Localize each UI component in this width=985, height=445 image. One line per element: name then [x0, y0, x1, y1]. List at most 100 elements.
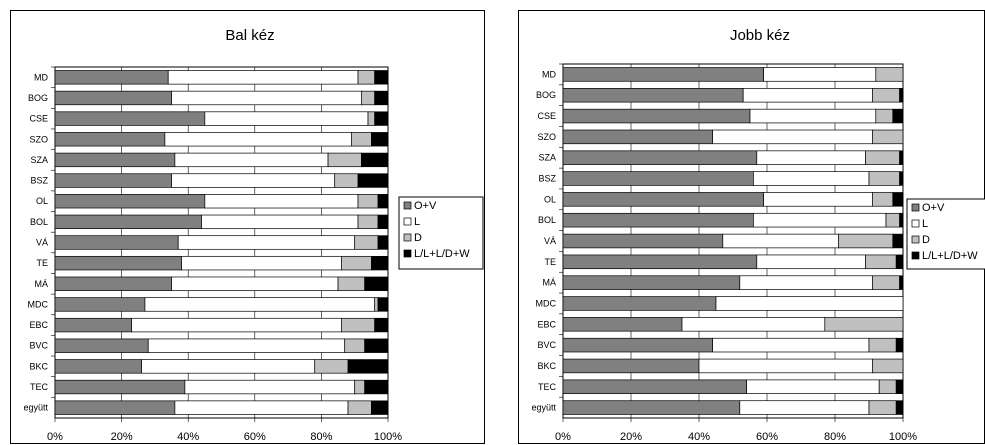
bar-bol-d — [357, 214, 379, 230]
bar-cse-d — [875, 108, 894, 124]
bar-sza-l-l-l-d-w — [361, 152, 389, 168]
bar-m-d — [872, 275, 900, 290]
bar-bvc-l — [147, 338, 346, 353]
bar-te-l-l-l-d-w — [895, 254, 904, 270]
bar-ol-o-v — [54, 194, 206, 209]
bar-sza-d — [865, 150, 900, 165]
y-category-label: együtt — [531, 403, 556, 413]
bar-egy-tt-l — [174, 400, 349, 415]
y-category-label: BVC — [29, 341, 48, 351]
legend-label-l: L — [922, 218, 928, 230]
bar-bol-l — [753, 212, 887, 228]
bar-sza-o-v — [54, 152, 176, 168]
bar-md-l — [763, 67, 877, 82]
bar-te-o-v — [562, 254, 758, 270]
bar-bvc-l-l-l-d-w — [895, 337, 904, 353]
bar-m-d — [337, 276, 366, 291]
bar-m-l — [739, 275, 873, 290]
bar-ol-d — [872, 192, 894, 207]
bar-cse-l-l-l-d-w — [374, 111, 389, 126]
y-category-label: TE — [544, 257, 556, 267]
bar-bkc-l — [698, 358, 873, 374]
y-category-label: EBC — [537, 319, 556, 329]
bar-tec-d — [878, 379, 897, 394]
bar-ebc-o-v — [54, 317, 132, 333]
x-tick-label: 0% — [555, 431, 571, 443]
bar-bsz-d — [334, 173, 359, 188]
bar-bvc-l-l-l-d-w — [364, 338, 389, 353]
legend-label-l-l-l-d-w: L/L+L/D+W — [414, 248, 470, 260]
bar-ol-l — [763, 192, 873, 207]
bar-szo-l-l-l-d-w — [371, 132, 389, 147]
bar-egy-tt-d — [347, 400, 372, 415]
x-tick-label: 60% — [244, 431, 266, 443]
y-category-label: MDC — [28, 299, 49, 309]
legend-swatch-d — [403, 233, 412, 242]
bar-bsz-l — [753, 171, 870, 186]
bar-tec-l — [746, 379, 880, 394]
bar-tec-l-l-l-d-w — [895, 379, 904, 394]
y-category-label: VÁ — [544, 236, 556, 246]
bar-bog-l — [171, 90, 362, 106]
bar-md-l-l-l-d-w — [374, 70, 389, 85]
x-tick-label: 0% — [47, 431, 63, 443]
bar-bol-o-v — [562, 212, 754, 228]
bar-v-d — [838, 233, 894, 249]
bar-te-l — [181, 255, 342, 271]
bar-bol-l — [201, 214, 359, 230]
bar-bsz-o-v — [562, 171, 754, 186]
bar-cse-d — [367, 111, 376, 126]
bar-v-o-v — [562, 233, 724, 249]
y-category-label: BSZ — [538, 174, 556, 184]
bar-te-l — [756, 254, 866, 270]
bar-cse-l — [204, 111, 369, 126]
bar-v-d — [354, 235, 379, 250]
y-category-label: együtt — [23, 403, 48, 413]
bar-cse-o-v — [562, 108, 751, 124]
bar-v-l-l-l-d-w — [892, 233, 904, 249]
bar-bkc-d — [314, 359, 349, 374]
x-tick-label: 100% — [889, 431, 917, 443]
bar-ebc-d — [341, 317, 376, 333]
bar-bkc-o-v — [54, 359, 142, 374]
bar-bog-d — [361, 90, 376, 106]
legend-label-l: L — [414, 216, 420, 228]
bar-te-d — [865, 254, 897, 270]
y-category-label: BOG — [536, 90, 556, 100]
bar-ebc-l — [681, 317, 826, 332]
bar-egy-tt-d — [868, 400, 897, 415]
bar-v-o-v — [54, 235, 179, 250]
bar-bol-l-l-l-d-w — [377, 214, 389, 230]
y-category-label: BOG — [28, 93, 48, 103]
y-category-label: SZO — [537, 132, 556, 142]
bar-bkc-l — [141, 359, 316, 374]
legend-swatch-l-l-l-d-w — [911, 251, 920, 260]
bar-te-d — [341, 255, 372, 271]
bar-v-l-l-l-d-w — [377, 235, 389, 250]
bar-sza-o-v — [562, 150, 758, 165]
bar-szo-l — [712, 129, 873, 145]
legend-label-o-v: O+V — [414, 200, 437, 212]
bar-ebc-l — [131, 317, 342, 333]
y-category-label: CSE — [537, 111, 556, 121]
y-category-label: EBC — [29, 320, 48, 330]
bar-md-d — [875, 67, 904, 82]
x-tick-label: 80% — [310, 431, 332, 443]
bar-szo-o-v — [54, 132, 166, 147]
x-tick-label: 20% — [620, 431, 642, 443]
bar-tec-d — [354, 379, 366, 395]
bar-ol-l-l-l-d-w — [377, 194, 389, 209]
bar-md-d — [357, 70, 376, 85]
legend-swatch-l-l-l-d-w — [403, 249, 412, 258]
x-tick-label: 80% — [824, 431, 846, 443]
legend-label-l-l-l-d-w: L/L+L/D+W — [922, 250, 978, 262]
y-category-label: MD — [542, 69, 556, 79]
legend-label-d: D — [922, 234, 930, 246]
bar-mdc-l-l-l-d-w — [377, 297, 389, 312]
y-category-label: OL — [36, 196, 48, 206]
bar-sza-d — [327, 152, 362, 168]
bar-cse-o-v — [54, 111, 206, 126]
bar-bol-l-l-l-d-w — [899, 212, 904, 228]
bar-bsz-l-l-l-d-w — [899, 171, 904, 186]
y-category-label: TE — [36, 258, 48, 268]
